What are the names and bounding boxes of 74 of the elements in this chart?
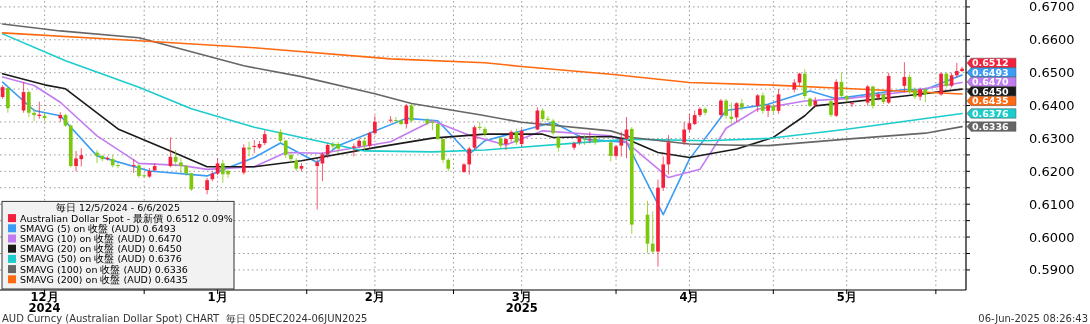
y-tick-label: 0.6500 [1029, 65, 1075, 81]
x-tick-label: 5月 [836, 290, 857, 304]
legend-label: SMAVG (10) on 收盤 (AUD) 0.6470 [20, 233, 182, 244]
candlestick [504, 137, 508, 151]
y-tick-label: 0.6000 [1029, 229, 1075, 245]
legend-label: SMAVG (200) on 收盤 (AUD) 0.6435 [20, 273, 188, 285]
candlestick [357, 137, 361, 149]
candlestick [740, 98, 744, 111]
candlestick [593, 134, 597, 146]
x-tick-label: 2月 [364, 290, 385, 304]
candlestick [27, 90, 31, 118]
data-label: 0.6336 [972, 120, 1010, 132]
candlestick [766, 103, 770, 118]
text: AUD Curncy (Australian Dollar Spot) CHART 毎日 05DEC2024-06JUN2025 [2, 313, 368, 324]
candlestick [724, 98, 728, 120]
y-tick-label: 0.6600 [1029, 32, 1075, 48]
candlestick [650, 210, 655, 255]
candlestick [918, 86, 922, 102]
candlestick [179, 157, 183, 174]
y-tick-label: 0.6100 [1029, 196, 1075, 212]
candlestick [32, 107, 36, 122]
candlestick [687, 113, 692, 133]
x-tick-label: 1月 [207, 290, 228, 304]
candlestick [682, 121, 687, 146]
text: 06-Jun-2025 08:26:43 [978, 313, 1088, 324]
data-label: 0.6435 [972, 95, 1009, 107]
x-tick-label: 4月 [679, 290, 700, 304]
candlestick [939, 72, 943, 97]
legend-title: 毎日 12/5/2024 - 6/6/2025 [56, 202, 180, 214]
x-tick-label: 3月 2025 [505, 290, 538, 315]
y-tick-label: 0.5900 [1029, 262, 1075, 278]
x-tick-label: 12月 2024 [28, 290, 61, 315]
value-tag: 0.6376 [966, 107, 1017, 119]
candlestick [546, 115, 550, 123]
candlestick [519, 128, 524, 148]
candlestick [661, 156, 666, 192]
data-label: 0.6376 [972, 107, 1010, 119]
candlestick [289, 152, 293, 164]
candlestick [850, 101, 854, 108]
candlestick [116, 162, 120, 169]
y-tick-label: 0.6400 [1029, 98, 1075, 114]
candlestick [483, 126, 487, 138]
data-label: 0.6493 [972, 66, 1009, 78]
candlestick [315, 158, 320, 210]
y-tick-label: 0.6300 [1029, 130, 1075, 146]
candlestick [6, 85, 10, 114]
value-tag: 0.6435 [966, 95, 1017, 107]
y-tick-label: 0.6700 [1029, 0, 1075, 15]
candlestick [352, 142, 356, 158]
value-tag: 0.6336 [966, 121, 1017, 132]
legend-label: SMAVG (50) on 收盤 (AUD) 0.6376 [20, 253, 182, 265]
candlestick [829, 98, 833, 118]
candlestick [802, 68, 807, 100]
candlestick [441, 137, 445, 164]
data-label: 0.6450 [972, 85, 1010, 97]
candlestick [960, 66, 964, 73]
legend-label: SMAVG (100) on 收盤 (AUD) 0.6336 [20, 263, 188, 275]
candlestick [719, 98, 723, 118]
candlestick [608, 140, 613, 162]
candlestick [373, 114, 377, 136]
legend-label: Australian Dollar Spot - 最新價 0.6512 0.09% [20, 212, 233, 224]
candlestick [619, 131, 624, 158]
candlestick [283, 139, 288, 159]
candlestick [865, 84, 870, 107]
candlestick [131, 158, 136, 174]
legend-label: SMAVG (20) on 收盤 (AUD) 0.6450 [20, 243, 182, 255]
candlestick [761, 91, 765, 115]
data-label: 0.6470 [972, 76, 1010, 88]
candlestick [404, 103, 409, 130]
y-tick-label: 0.6200 [1029, 163, 1075, 179]
candlestick [252, 139, 257, 154]
candlestick [95, 149, 99, 164]
candlestick [399, 118, 403, 126]
candlestick [467, 146, 472, 176]
